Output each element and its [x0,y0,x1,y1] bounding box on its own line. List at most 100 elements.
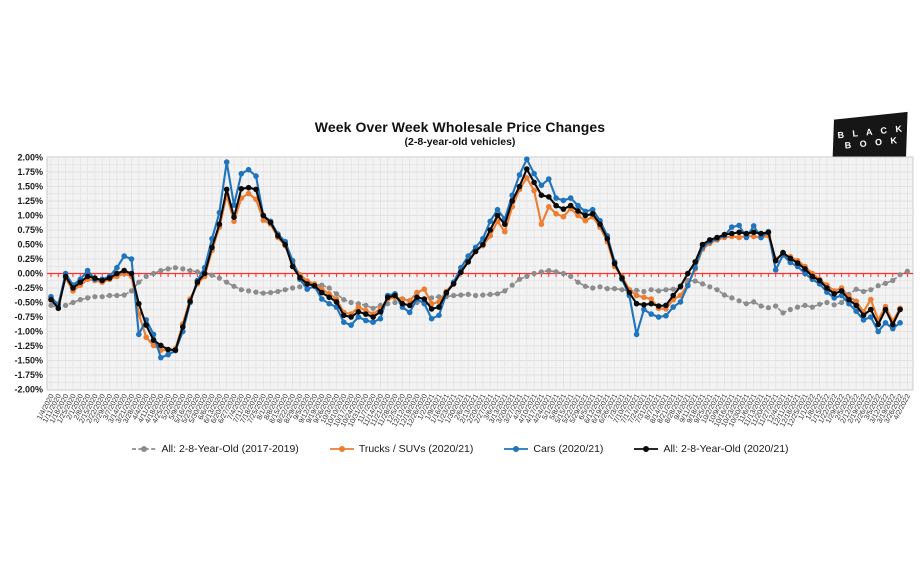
data-point [502,228,508,235]
data-point [641,306,647,313]
legend-item-all-2020-21[interactable]: All: 2-8-Year-Old (2020/21) [633,443,789,455]
data-point [589,211,596,217]
data-point [589,206,596,213]
data-point [436,294,442,300]
data-point [355,304,362,310]
data-point [421,286,428,293]
data-point [765,305,772,311]
y-tick-label: -1.25% [14,341,43,351]
data-point [677,283,684,290]
data-point [194,279,201,286]
data-point [567,202,574,209]
data-point [143,273,149,279]
data-point [275,233,281,239]
data-point [758,234,764,241]
y-axis-labels: 2.00% 1.75% 1.50% 1.25% 1.00% 0.75% 0.50% 0.25%… [14,153,43,395]
data-point [268,290,274,296]
data-point [692,278,698,284]
data-point [531,179,537,186]
data-point [707,237,713,243]
data-point [633,292,640,299]
data-point [882,280,889,286]
data-point [839,299,845,306]
data-point [363,302,369,308]
data-point [414,289,420,296]
data-point [582,208,589,215]
data-point [699,281,706,287]
data-point [831,295,837,301]
data-point [860,288,867,295]
data-point [802,302,808,308]
data-point [648,300,654,307]
data-point [648,287,654,293]
data-point [297,284,303,290]
data-point [494,291,501,297]
data-point [670,292,676,299]
data-point [223,159,230,165]
data-point [348,322,354,328]
data-point [92,294,98,300]
data-point [487,291,493,297]
data-point [245,166,252,173]
y-tick-label: -0.50% [14,298,43,308]
data-point [729,230,735,237]
data-point [487,227,494,233]
data-point [670,304,676,310]
data-point [524,175,530,181]
data-point [121,267,127,274]
data-point [121,292,127,298]
data-point [267,219,274,226]
data-point [341,297,347,303]
data-point [736,222,742,229]
data-point [128,288,135,294]
data-point [860,312,867,319]
data-point [136,331,142,338]
data-point [531,270,537,277]
data-point [831,291,837,297]
data-point [502,288,508,294]
data-point [216,221,223,227]
legend-label: All: 2-8-Year-Old (2020/21) [663,443,789,455]
legend-item-all-2017-2019[interactable]: All: 2-8-Year-Old (2017-2019) [131,443,299,455]
data-point [370,305,376,311]
data-point [231,218,237,225]
data-point [55,305,62,312]
data-point [751,299,757,305]
legend-marker-dashed-line-dot-icon [132,446,157,452]
data-point [428,300,435,307]
data-point [655,314,662,320]
data-point [692,264,698,271]
data-point [77,279,84,286]
data-point [860,317,867,323]
data-point [114,270,120,277]
data-point [428,306,435,312]
data-point [553,269,559,275]
data-point [575,279,581,285]
data-point [816,277,823,284]
y-tick-label: -1.00% [14,327,43,337]
legend-label: Trucks / SUVs (2020/21) [358,443,474,455]
series-all-2-8-year-old-2020-21- [48,166,903,353]
data-point [436,304,442,310]
data-point [333,299,340,305]
data-point [406,309,413,316]
data-point [406,302,413,309]
data-point [538,221,545,227]
data-point [84,267,91,274]
data-point [611,260,618,267]
data-point [538,192,545,198]
data-point [897,320,903,326]
data-point [473,292,479,299]
data-point [465,253,472,259]
data-point [655,303,662,309]
data-point [136,300,142,307]
data-point [238,186,245,192]
data-point [106,275,113,281]
legend-item-cars[interactable]: Cars (2020/21) [503,443,603,455]
data-point [84,273,91,280]
data-point [238,287,244,293]
data-point [150,342,157,349]
data-point [575,202,581,209]
legend-item-trucks-suvs[interactable]: Trucks / SUVs (2020/21) [329,443,474,455]
